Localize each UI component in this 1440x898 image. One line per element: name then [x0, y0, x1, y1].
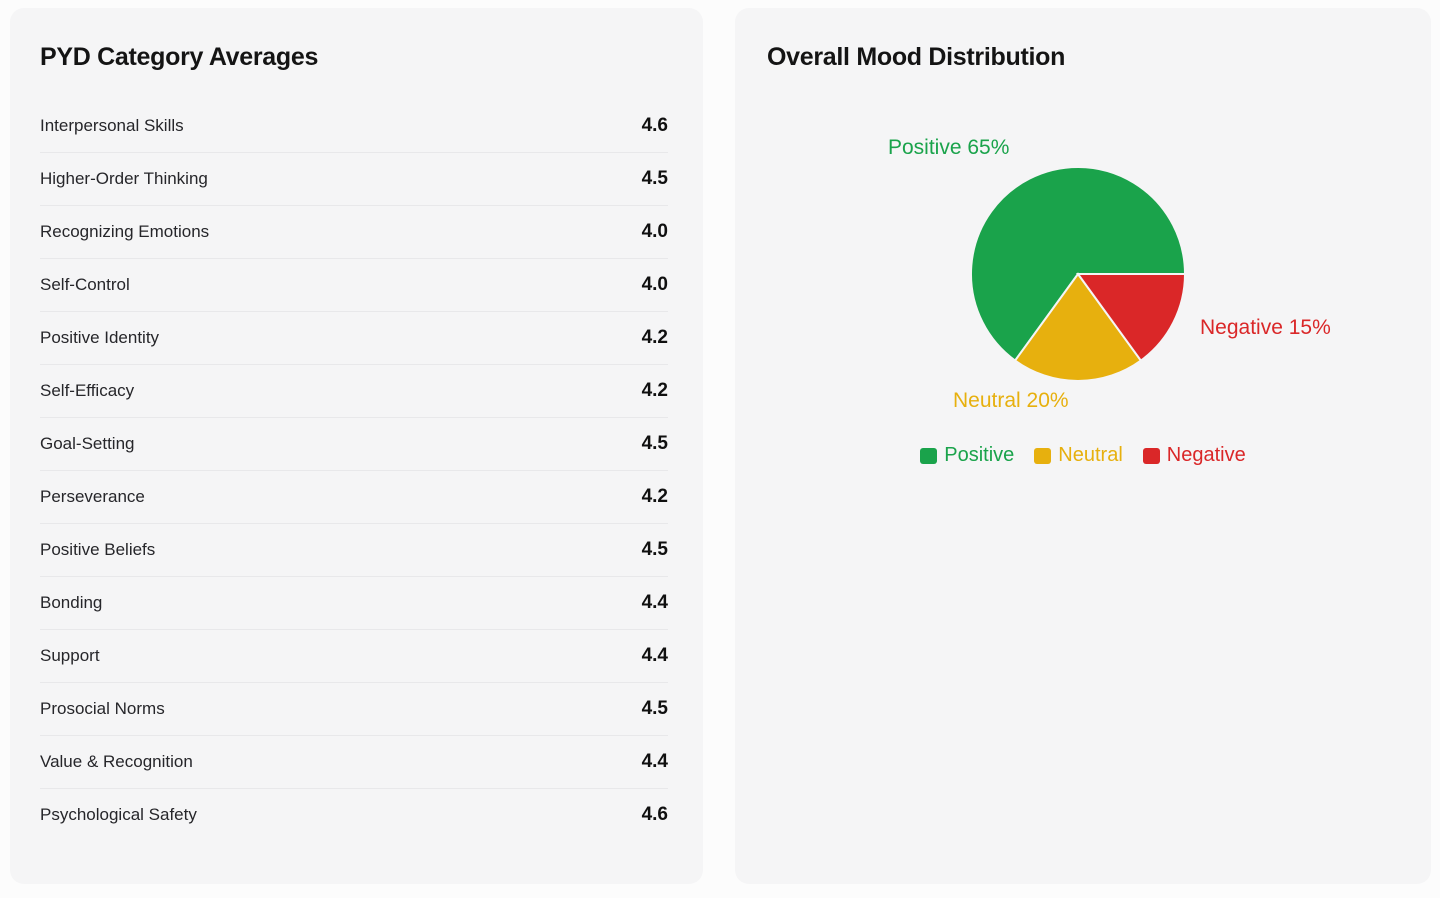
- pyd-category-averages-card: PYD Category Averages Interpersonal Skil…: [10, 8, 703, 884]
- legend-item-positive[interactable]: Positive: [920, 444, 1014, 467]
- category-value: 4.6: [641, 115, 668, 136]
- category-label: Bonding: [40, 593, 103, 612]
- table-row: Higher-Order Thinking 4.5: [40, 153, 668, 206]
- legend-item-neutral[interactable]: Neutral: [1034, 444, 1123, 467]
- category-value: 4.2: [641, 327, 668, 348]
- category-value: 4.5: [641, 433, 668, 454]
- category-label: Positive Identity: [40, 328, 160, 347]
- table-row: Recognizing Emotions 4.0: [40, 206, 668, 259]
- category-value: 4.5: [641, 539, 668, 560]
- category-value: 4.4: [641, 592, 668, 613]
- category-value: 4.4: [641, 751, 668, 772]
- category-value: 4.4: [641, 645, 668, 666]
- table-row: Goal-Setting 4.5: [40, 418, 668, 471]
- table-row: Perseverance 4.2: [40, 471, 668, 524]
- chart-legend: Positive Neutral Negative: [735, 444, 1431, 467]
- table-row: Psychological Safety 4.6: [40, 789, 668, 841]
- pie-slice-positive[interactable]: [970, 166, 1187, 362]
- overall-mood-distribution-card: Overall Mood Distribution Positive 65% N…: [735, 8, 1431, 884]
- category-label: Psychological Safety: [40, 805, 197, 824]
- category-label: Goal-Setting: [40, 434, 135, 453]
- legend-swatch-icon: [920, 447, 938, 464]
- category-value: 4.5: [641, 698, 668, 719]
- legend-label: Negative: [1166, 444, 1246, 466]
- legend-swatch-icon: [1142, 447, 1160, 464]
- category-value: 4.0: [641, 274, 668, 295]
- category-label: Higher-Order Thinking: [40, 169, 208, 188]
- left-card-title: PYD Category Averages: [40, 43, 319, 71]
- table-row: Positive Identity 4.2: [40, 312, 668, 365]
- category-value: 4.0: [641, 221, 668, 242]
- right-card-title: Overall Mood Distribution: [767, 43, 1066, 71]
- category-label: Positive Beliefs: [40, 540, 156, 559]
- category-averages-list: Interpersonal Skills 4.6 Higher-Order Thin…: [40, 100, 668, 841]
- table-row: Positive Beliefs 4.5: [40, 524, 668, 577]
- category-label: Prosocial Norms: [40, 699, 165, 718]
- legend-label: Neutral: [1058, 444, 1123, 466]
- mood-pie-chart: Positive 65% Neutral 20% Negative 15% Po…: [735, 8, 1431, 884]
- category-label: Value & Recognition: [40, 752, 193, 771]
- table-row: Self-Control 4.0: [40, 259, 668, 312]
- category-label: Perseverance: [40, 487, 145, 506]
- pie-chart-svg: [970, 166, 1187, 382]
- legend-item-negative[interactable]: Negative: [1142, 444, 1246, 467]
- table-row: Bonding 4.4: [40, 577, 668, 630]
- legend-swatch-icon: [1034, 447, 1052, 464]
- category-value: 4.6: [641, 804, 668, 825]
- category-label: Recognizing Emotions: [40, 222, 210, 241]
- category-label: Interpersonal Skills: [40, 116, 184, 135]
- category-value: 4.5: [641, 168, 668, 189]
- category-label: Self-Control: [40, 275, 130, 294]
- table-row: Self-Efficacy 4.2: [40, 365, 668, 418]
- pie-slice-neutral[interactable]: [1013, 272, 1143, 382]
- table-row: Interpersonal Skills 4.6: [40, 100, 668, 153]
- pie-label-negative: Negative 15%: [1200, 316, 1331, 339]
- table-row: Value & Recognition 4.4: [40, 736, 668, 789]
- table-row: Prosocial Norms 4.5: [40, 683, 668, 736]
- table-row: Support 4.4: [40, 630, 668, 683]
- category-label: Support: [40, 646, 100, 665]
- category-value: 4.2: [641, 380, 668, 401]
- category-value: 4.2: [641, 486, 668, 507]
- category-label: Self-Efficacy: [40, 381, 135, 400]
- pie-label-positive: Positive 65%: [888, 136, 1010, 159]
- pie-slice-negative[interactable]: [1076, 273, 1187, 362]
- legend-label: Positive: [944, 444, 1015, 466]
- pie-label-neutral: Neutral 20%: [953, 389, 1069, 412]
